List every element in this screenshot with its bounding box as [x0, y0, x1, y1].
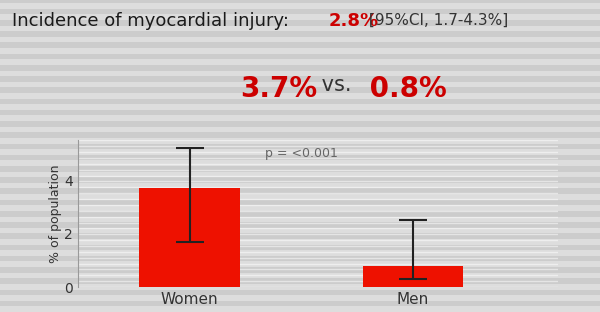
Y-axis label: % of population: % of population	[49, 164, 62, 263]
Text: 3.7%: 3.7%	[240, 75, 317, 103]
Text: [95%CI, 1.7-4.3%]: [95%CI, 1.7-4.3%]	[364, 12, 508, 27]
Text: 2.8%: 2.8%	[329, 12, 379, 31]
Text: Incidence of myocardial injury:: Incidence of myocardial injury:	[12, 12, 295, 31]
Bar	[362, 266, 463, 287]
Text: p = <0.001: p = <0.001	[265, 147, 338, 160]
Text: 0.8%: 0.8%	[360, 75, 447, 103]
Text: vs.: vs.	[315, 75, 358, 95]
Bar	[139, 188, 240, 287]
